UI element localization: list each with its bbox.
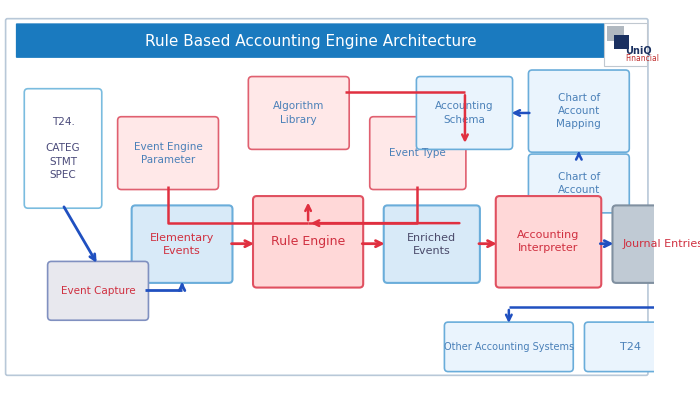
FancyBboxPatch shape <box>132 205 232 283</box>
FancyBboxPatch shape <box>384 205 480 283</box>
Text: Event Capture: Event Capture <box>61 286 135 296</box>
Text: Enriched
Events: Enriched Events <box>407 232 456 256</box>
FancyBboxPatch shape <box>528 70 629 152</box>
FancyBboxPatch shape <box>253 196 363 288</box>
FancyBboxPatch shape <box>25 89 101 208</box>
FancyBboxPatch shape <box>615 35 629 48</box>
Text: Algorithm
Library: Algorithm Library <box>273 101 325 125</box>
Text: T24.

CATEG
STMT
SPEC: T24. CATEG STMT SPEC <box>46 117 80 180</box>
FancyBboxPatch shape <box>612 205 700 283</box>
FancyBboxPatch shape <box>416 76 512 149</box>
Text: Elementary
Events: Elementary Events <box>150 232 214 256</box>
Text: Chart of
Account: Chart of Account <box>558 172 600 195</box>
Text: UniQ: UniQ <box>626 45 652 56</box>
FancyBboxPatch shape <box>6 19 648 375</box>
FancyBboxPatch shape <box>48 262 148 320</box>
FancyBboxPatch shape <box>584 322 676 372</box>
Text: Financial: Financial <box>626 54 659 63</box>
FancyBboxPatch shape <box>528 154 629 213</box>
FancyBboxPatch shape <box>118 117 218 190</box>
FancyBboxPatch shape <box>607 26 624 41</box>
FancyBboxPatch shape <box>16 23 606 58</box>
Text: Chart of
Account
Mapping: Chart of Account Mapping <box>556 93 601 129</box>
FancyBboxPatch shape <box>444 322 573 372</box>
FancyBboxPatch shape <box>370 117 466 190</box>
Text: T24: T24 <box>620 342 640 352</box>
Text: Journal Entries: Journal Entries <box>622 239 700 249</box>
FancyBboxPatch shape <box>496 196 601 288</box>
Text: Accounting
Interpreter: Accounting Interpreter <box>517 230 580 253</box>
Text: Other Accounting Systems: Other Accounting Systems <box>444 342 574 352</box>
FancyBboxPatch shape <box>248 76 349 149</box>
FancyBboxPatch shape <box>604 23 647 66</box>
Text: Rule Based Accounting Engine Architecture: Rule Based Accounting Engine Architectur… <box>145 33 477 48</box>
Text: Accounting
Schema: Accounting Schema <box>435 101 493 125</box>
Text: Event Type: Event Type <box>389 148 446 158</box>
Text: Rule Engine: Rule Engine <box>271 235 345 248</box>
Text: Event Engine
Parameter: Event Engine Parameter <box>134 141 202 165</box>
